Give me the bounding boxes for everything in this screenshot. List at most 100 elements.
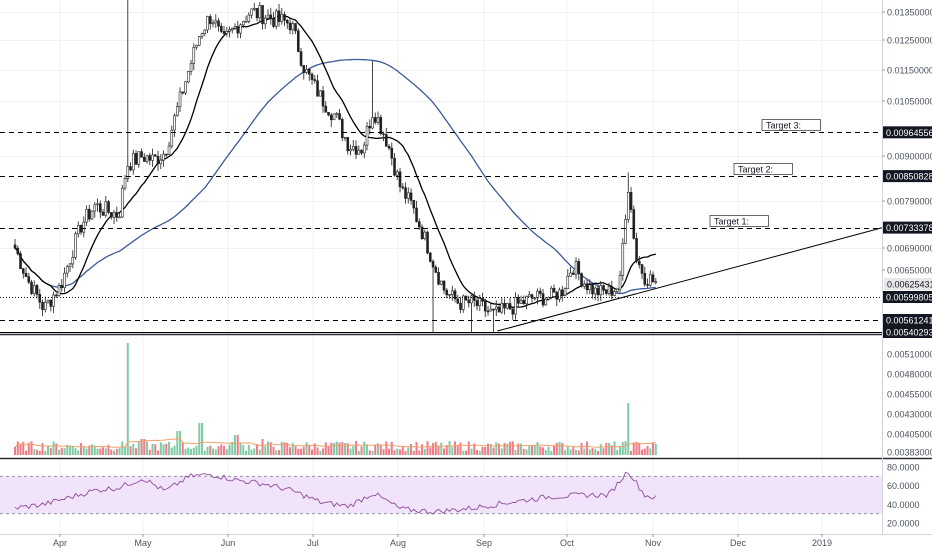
candle-body: [382, 133, 385, 136]
current-price-label-box: [884, 278, 932, 290]
volume-bar: [85, 448, 88, 455]
candle: [104, 195, 108, 218]
candle-body: [632, 209, 636, 239]
candle-body: [219, 25, 223, 32]
candle: [115, 206, 119, 222]
volume-bar: [239, 442, 242, 455]
candle-body: [140, 151, 143, 158]
rsi-tick-label: 20.0000: [887, 519, 920, 529]
candle: [417, 218, 421, 231]
candle: [615, 288, 619, 294]
candle-body: [368, 126, 372, 129]
candle-body: [255, 8, 259, 19]
candle: [137, 151, 141, 168]
price-level-label-box: [883, 326, 932, 338]
candle-body: [120, 187, 124, 218]
volume-bar: [192, 447, 195, 455]
candle-body: [629, 191, 633, 210]
volume-bar: [297, 448, 300, 455]
candle: [299, 47, 303, 68]
volume-bar: [352, 445, 355, 455]
candle-body: [151, 154, 154, 161]
volume-bar: [641, 449, 644, 455]
candle-body: [525, 295, 528, 305]
candle: [475, 297, 479, 311]
candle: [591, 284, 594, 299]
candle: [274, 8, 278, 30]
candle-body: [305, 69, 308, 73]
price-tick-label: 0.01150000: [887, 66, 932, 76]
candle-body: [112, 212, 116, 218]
volume-bar: [135, 448, 138, 455]
candle: [459, 296, 462, 314]
volume-bar: [324, 442, 327, 455]
candle-body: [24, 272, 28, 277]
candle-body: [329, 114, 333, 121]
volume-axis: 0.00510000 0.00480000 0.00455000 0.00430000…: [887, 350, 932, 458]
candle: [624, 214, 627, 245]
volume-bar: [498, 443, 501, 455]
candle-body: [549, 287, 553, 298]
candle-body: [302, 65, 306, 73]
candle: [266, 9, 270, 19]
candle-body: [228, 29, 231, 32]
volume-bar: [47, 446, 50, 455]
candle-body: [591, 284, 594, 295]
candle: [574, 257, 578, 280]
volume-bar: [456, 445, 459, 455]
volume-bar: [382, 449, 385, 455]
candle: [186, 71, 190, 84]
candle: [214, 14, 218, 28]
candle: [503, 298, 506, 315]
candle: [552, 284, 556, 293]
candle: [200, 32, 204, 39]
candle: [404, 182, 407, 204]
candle: [329, 112, 333, 128]
candle: [41, 299, 44, 317]
candle: [387, 144, 391, 151]
candle-body: [478, 298, 482, 307]
candle: [486, 305, 490, 316]
volume-bar: [377, 443, 380, 455]
volume-bar: [93, 445, 96, 455]
volume-bar: [583, 448, 586, 455]
current-price-label: 0.00625431: [887, 280, 932, 290]
candle-body: [27, 276, 31, 283]
candle: [373, 112, 377, 125]
candle-body: [167, 145, 171, 155]
candle: [90, 210, 94, 221]
candle: [508, 297, 512, 310]
price-tick-label: 0.01050000: [887, 97, 932, 107]
volume-bar: [137, 441, 140, 455]
volume-bar: [322, 448, 325, 455]
candle-body: [426, 231, 429, 254]
volume-bar: [242, 444, 245, 455]
candle-body: [470, 295, 473, 304]
price-level-label-box: [883, 170, 932, 183]
candle-body: [569, 272, 572, 277]
candle-body: [258, 5, 262, 19]
volume-bar: [82, 446, 85, 455]
volume-bar: [173, 445, 176, 455]
candle: [184, 80, 187, 96]
volume-bar: [390, 441, 393, 455]
candle: [93, 202, 97, 218]
candle-body: [153, 154, 157, 157]
candle-body: [291, 23, 295, 31]
candle-body: [437, 272, 440, 285]
candle: [481, 292, 484, 307]
candle: [148, 152, 152, 166]
candle: [164, 153, 168, 157]
candle-body: [76, 225, 80, 235]
volume-bar: [654, 443, 657, 455]
candle: [547, 296, 550, 301]
candle: [140, 148, 143, 158]
candle: [511, 308, 515, 320]
candle: [134, 150, 138, 165]
volume-bar: [143, 439, 146, 455]
candle: [577, 258, 581, 281]
volume-bar: [14, 447, 17, 455]
candle: [277, 4, 281, 27]
volume-bar: [440, 442, 443, 455]
candle-body: [109, 212, 113, 218]
